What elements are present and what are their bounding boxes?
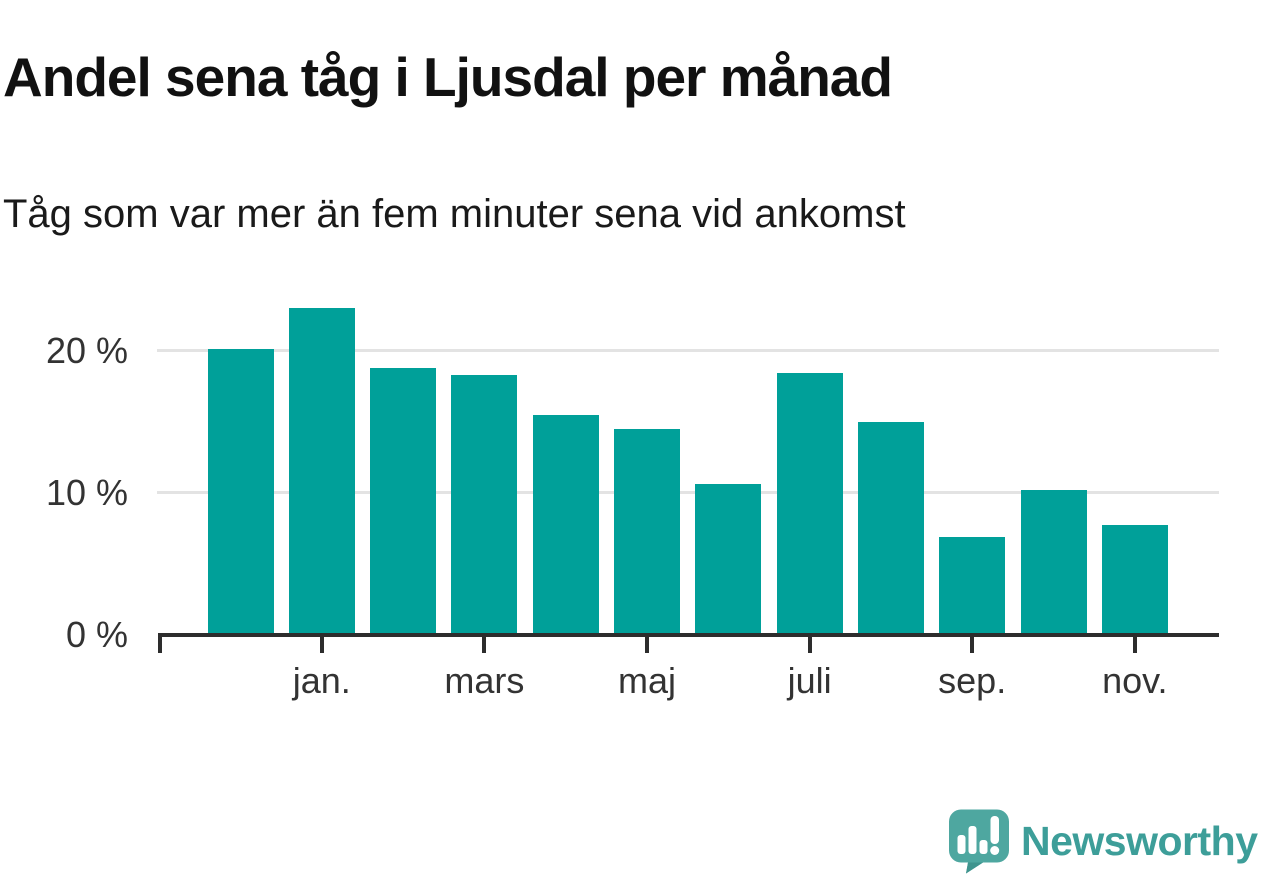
chart-subtitle: Tåg som var mer än fem minuter sena vid … (3, 192, 906, 236)
y-axis-label-20pct: 20 % (45, 330, 128, 371)
x-axis-tick-sep (970, 637, 975, 653)
bar-juni (695, 484, 762, 633)
gridline-20pct (157, 349, 1219, 352)
x-axis-label-jan: jan. (292, 660, 351, 701)
x-axis-label-mars: mars (444, 660, 525, 701)
x-axis-tick-origin (158, 637, 162, 653)
x-axis-tick-jan (319, 637, 324, 653)
bar-sep (939, 536, 1006, 633)
gridline-10pct (157, 490, 1219, 494)
chart-title: Andel sena tåg i Ljusdal per månad (3, 45, 893, 108)
x-axis-label-juli: juli (787, 660, 832, 701)
x-axis-tick-maj (645, 637, 649, 653)
x-axis-line (158, 633, 1219, 637)
x-axis-label-maj: maj (617, 660, 676, 701)
newsworthy-bubble-chart-icon (949, 809, 1009, 874)
bar-maj (614, 429, 680, 633)
bar-dec (207, 348, 274, 633)
bar-jan (288, 307, 355, 633)
bar-apr (532, 415, 599, 633)
y-axis-label-0pct: 0 % (65, 614, 128, 655)
x-axis-label-sep: sep. (938, 660, 1007, 701)
bar-aug (857, 422, 924, 633)
bar-juli (776, 372, 843, 633)
bar-okt (1020, 490, 1087, 633)
newsworthy-logo: Newsworthy (947, 808, 1258, 874)
bar-feb (370, 368, 437, 633)
x-axis-tick-nov (1132, 637, 1137, 653)
newsworthy-wordmark: Newsworthy (1021, 818, 1258, 864)
x-axis-tick-juli (807, 637, 812, 653)
x-axis-label-nov: nov. (1102, 660, 1168, 701)
y-axis-label-10pct: 10 % (45, 471, 128, 513)
x-axis-tick-mars (482, 637, 487, 653)
bar-mars (451, 375, 518, 633)
bar-nov (1101, 525, 1168, 633)
